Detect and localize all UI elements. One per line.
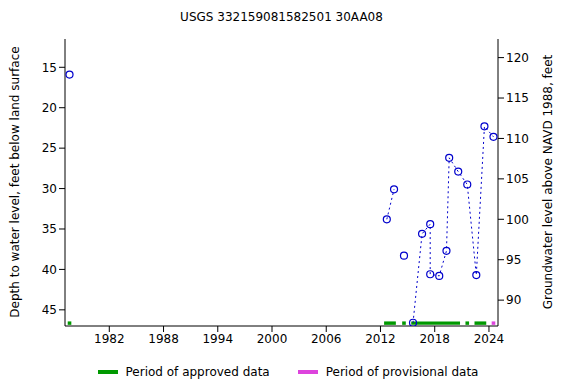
svg-text:15: 15: [42, 61, 57, 75]
svg-text:45: 45: [42, 303, 57, 317]
svg-text:35: 35: [42, 222, 57, 236]
svg-text:100: 100: [506, 213, 529, 227]
html-text:Period of approved data: Period of approved data: [125, 365, 270, 379]
svg-text:105: 105: [506, 172, 529, 186]
svg-text:2024: 2024: [474, 332, 505, 346]
html-text:Period of provisional data: Period of provisional data: [325, 365, 479, 379]
html-text:Depth to water level, feet bel: Depth to water level, feet below land su…: [8, 46, 22, 318]
svg-text:1982: 1982: [94, 332, 125, 346]
svg-text:30: 30: [42, 182, 57, 196]
html-text:Groundwater level above NAVD 1: Groundwater level above NAVD 1988, feet: [541, 54, 555, 310]
svg-text:1988: 1988: [148, 332, 179, 346]
svg-text:2006: 2006: [311, 332, 342, 346]
svg-text:120: 120: [506, 51, 529, 65]
svg-text:1994: 1994: [202, 332, 233, 346]
svg-text:2018: 2018: [419, 332, 450, 346]
svg-text:2012: 2012: [365, 332, 396, 346]
svg-text:40: 40: [42, 263, 57, 277]
svg-text:115: 115: [506, 91, 529, 105]
svg-text:110: 110: [506, 132, 529, 146]
svg-text:95: 95: [506, 253, 521, 267]
svg-text:2000: 2000: [257, 332, 288, 346]
svg-text:20: 20: [42, 101, 57, 115]
html-text:USGS 332159081582501 30AA08: USGS 332159081582501 30AA08: [180, 10, 383, 24]
svg-text:25: 25: [42, 141, 57, 155]
svg-text:90: 90: [506, 293, 521, 307]
